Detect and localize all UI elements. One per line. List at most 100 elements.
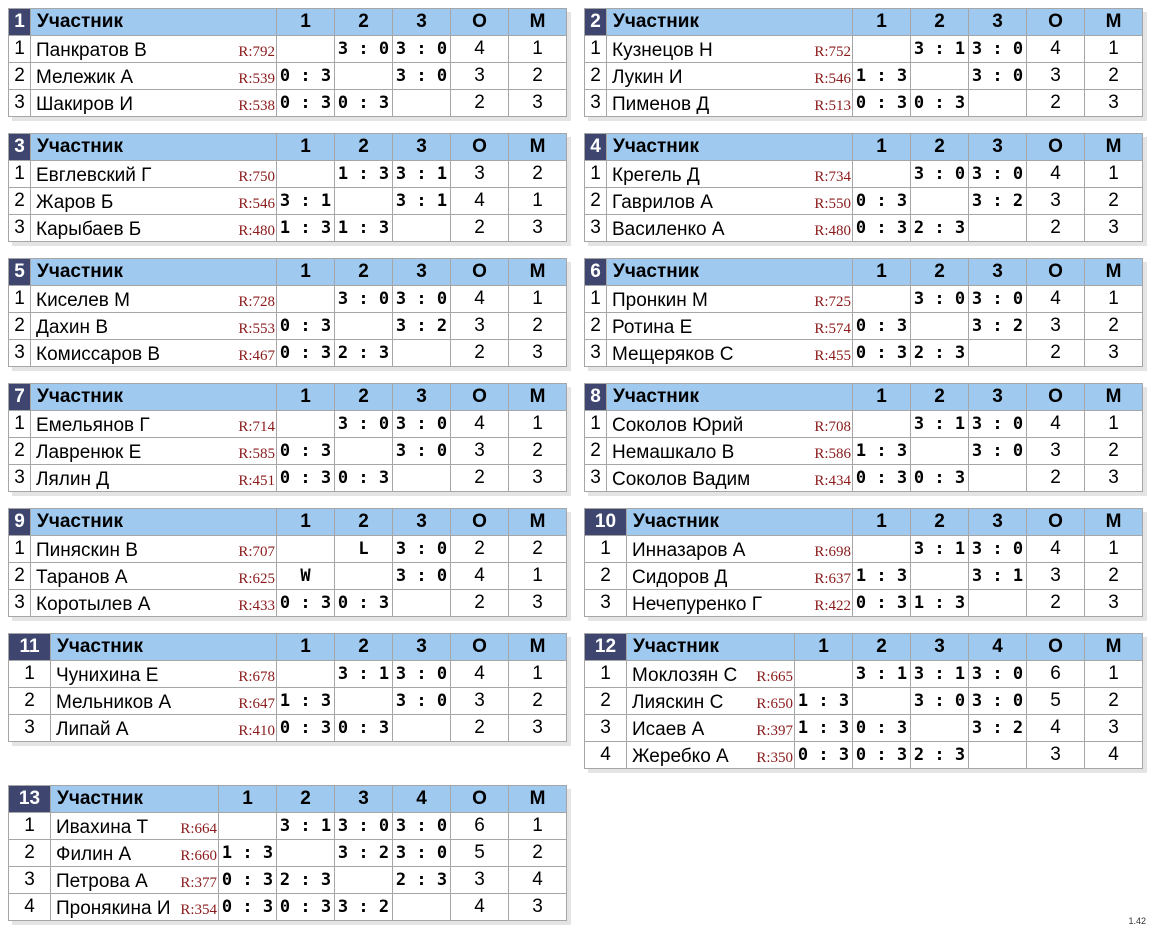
place-header: М: [508, 383, 567, 411]
points-header: О: [450, 785, 509, 813]
self-match-cell: [852, 687, 911, 715]
self-match-cell: [392, 89, 451, 117]
match-result: 3 : 1: [910, 660, 969, 688]
self-match-cell: [334, 562, 393, 590]
points-header: О: [1026, 133, 1085, 161]
player-place: 2: [508, 839, 567, 867]
player-index: 2: [8, 187, 31, 215]
opponent-column-header: 2: [910, 258, 969, 286]
match-result: 3 : 0: [392, 535, 451, 563]
player-points: 4: [1026, 535, 1085, 563]
opponent-column-header: 4: [968, 633, 1027, 661]
player-points: 5: [1026, 687, 1085, 715]
points-header: О: [450, 258, 509, 286]
player-points: 3: [450, 160, 509, 188]
player-rating: R:750: [238, 169, 275, 185]
self-match-cell: [910, 62, 969, 90]
match-result: 3 : 0: [968, 160, 1027, 188]
match-result: 3 : 0: [392, 562, 451, 590]
opponent-column-header: 3: [968, 383, 1027, 411]
player-index: 2: [584, 437, 607, 465]
match-result: 3 : 0: [392, 660, 451, 688]
player-points: 2: [450, 89, 509, 117]
match-result: 2 : 3: [910, 214, 969, 242]
player-rating: R:422: [814, 598, 851, 614]
points-header: О: [1026, 383, 1085, 411]
participant-header: Участник: [30, 383, 277, 411]
player-points: 4: [1026, 35, 1085, 63]
self-match-cell: [334, 312, 393, 340]
match-result: 2 : 3: [334, 339, 393, 367]
self-match-cell: [392, 893, 451, 921]
player-rating: R:698: [814, 544, 851, 560]
player-index: 1: [584, 660, 627, 688]
player-cell: Ротина Е R:574: [606, 312, 853, 340]
version-label: 1.42: [1128, 916, 1146, 926]
player-points: 4: [1026, 285, 1085, 313]
match-result: 0 : 3: [910, 464, 969, 492]
player-place: 2: [1084, 687, 1143, 715]
group-number: 7: [8, 383, 31, 411]
opponent-column-header: 3: [392, 383, 451, 411]
player-rating: R:725: [814, 294, 851, 310]
player-place: 2: [1084, 187, 1143, 215]
player-cell: Моклозян С R:665: [626, 660, 795, 688]
match-result: 3 : 1: [910, 35, 969, 63]
player-index: 1: [8, 812, 51, 840]
player-rating: R:433: [238, 598, 275, 614]
player-points: 4: [1026, 160, 1085, 188]
player-place: 1: [1084, 160, 1143, 188]
player-index: 3: [8, 89, 31, 117]
player-name: Соколов Вадим: [612, 469, 751, 490]
player-index: 4: [8, 893, 51, 921]
player-points: 4: [450, 893, 509, 921]
self-match-cell: [334, 62, 393, 90]
player-points: 2: [450, 214, 509, 242]
player-index: 2: [584, 312, 607, 340]
player-rating: R:467: [238, 348, 275, 364]
player-name: Ивахина Т: [56, 817, 149, 838]
player-place: 1: [508, 410, 567, 438]
opponent-column-header: 3: [392, 508, 451, 536]
player-place: 3: [508, 893, 567, 921]
player-place: 3: [1084, 589, 1143, 617]
opponent-column-header: 2: [276, 785, 335, 813]
player-cell: Лукин И R:546: [606, 62, 853, 90]
self-match-cell: [968, 339, 1027, 367]
self-match-cell: [852, 410, 911, 438]
player-place: 3: [508, 89, 567, 117]
player-index: 3: [8, 464, 31, 492]
group-number: 4: [584, 133, 607, 161]
opponent-column-header: 3: [392, 8, 451, 36]
player-name: Кузнецов Н: [612, 40, 713, 61]
match-result: 0 : 3: [910, 89, 969, 117]
place-header: М: [1084, 258, 1143, 286]
player-points: 4: [450, 660, 509, 688]
match-result: 0 : 3: [852, 312, 911, 340]
match-result: 0 : 3: [852, 214, 911, 242]
player-points: 6: [1026, 660, 1085, 688]
player-index: 3: [584, 714, 627, 742]
group-number: 3: [8, 133, 31, 161]
self-match-cell: [276, 660, 335, 688]
player-place: 2: [508, 437, 567, 465]
player-points: 6: [450, 812, 509, 840]
player-cell: Соколов Вадим R:434: [606, 464, 853, 492]
points-header: О: [450, 383, 509, 411]
player-index: 3: [584, 589, 627, 617]
self-match-cell: [852, 35, 911, 63]
